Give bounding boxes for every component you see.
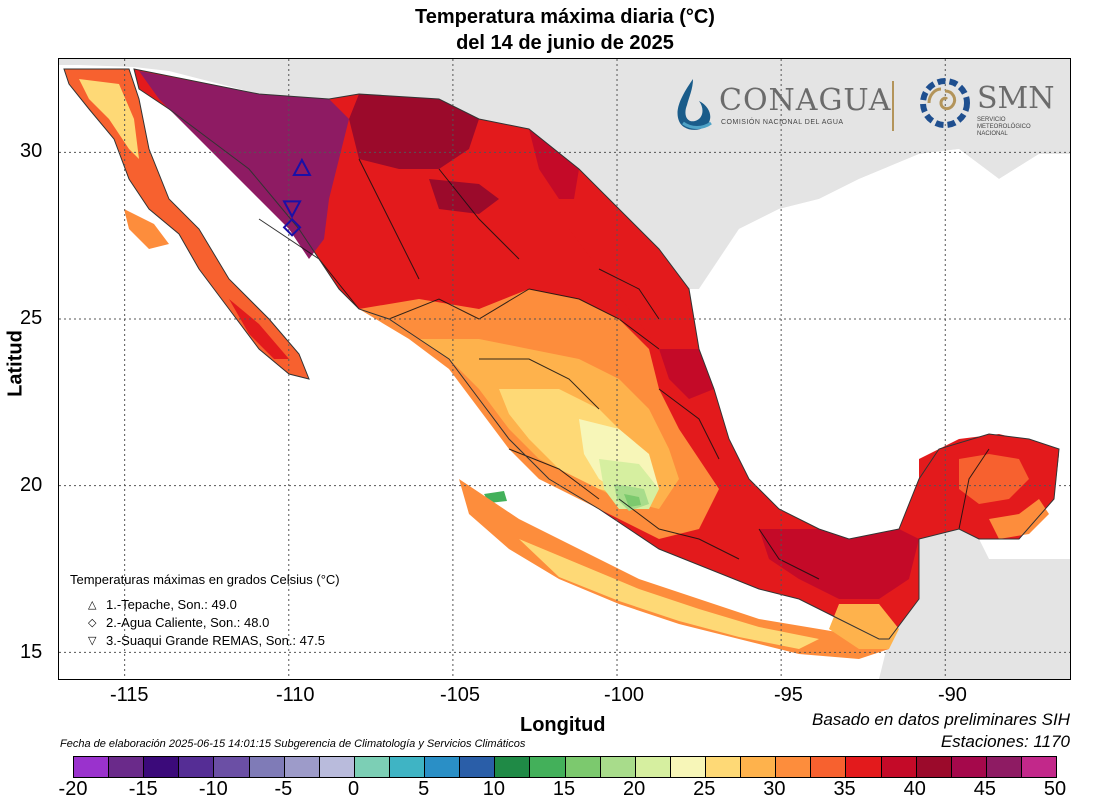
x-tick-95: -95: [774, 684, 803, 706]
colorbar-swatch: [881, 757, 917, 777]
colorbar-swatch: [1021, 757, 1057, 777]
colorbar-swatch: [530, 757, 566, 777]
colorbar-label: -10: [198, 778, 228, 800]
x-tick-100: -100: [604, 684, 645, 706]
smn-swirl-icon: [920, 78, 970, 128]
map-title: Temperatura máxima diaria (°C): [415, 6, 715, 28]
colorbar-label: 15: [552, 778, 576, 800]
x-tick-90: -90: [938, 684, 967, 706]
colorbar-label: 45: [973, 778, 996, 800]
y-tick-20: 20: [20, 474, 43, 496]
colorbar-label: 50: [1043, 778, 1067, 800]
diamond-icon: ◇: [88, 616, 97, 629]
triangle-down-icon: ▽: [88, 634, 97, 647]
triangle-up-icon: △: [88, 598, 97, 611]
x-tick-105: -105: [440, 684, 481, 706]
colorbar-swatch: [319, 757, 355, 777]
y-tick-25: 25: [20, 307, 43, 329]
map-subtitle: del 14 de junio de 2025: [456, 32, 674, 54]
colorbar-swatch: [249, 757, 285, 777]
legend-entry: ◇ 2.-Agua Caliente, Son.: 48.0: [88, 613, 340, 631]
station-marker-diamond: [282, 217, 302, 237]
colorbar-swatch: [846, 757, 882, 777]
colorbar-swatch: [741, 757, 777, 777]
colorbar-swatch: [670, 757, 706, 777]
conagua-subtitle: COMISIÓN NACIONAL DEL AGUA: [721, 119, 844, 126]
colorbar-label: -5: [274, 778, 293, 800]
colorbar-swatch: [811, 757, 847, 777]
conagua-name: CONAGUA: [719, 83, 892, 118]
colorbar-label: -20: [58, 778, 88, 800]
x-tick-110: -110: [276, 684, 315, 706]
colorbar-swatch: [600, 757, 636, 777]
temperature-map: [59, 59, 1070, 679]
legend-entry: △ 1.-Tepache, Son.: 49.0: [88, 595, 340, 613]
colorbar-swatch: [986, 757, 1022, 777]
colorbar-swatch: [144, 757, 180, 777]
logo-divider: [892, 81, 894, 131]
y-axis-label: Latitud: [4, 330, 27, 397]
legend-entry-label: 3.-Suaqui Grande REMAS, Son.: 47.5: [106, 632, 325, 648]
colorbar-swatch: [179, 757, 215, 777]
smn-subtitle-3: NACIONAL: [977, 131, 1008, 137]
legend-entry: ▽ 3.-Suaqui Grande REMAS, Son.: 47.5: [88, 631, 340, 649]
colorbar-swatch: [425, 757, 461, 777]
colorbar-label: 35: [833, 778, 856, 800]
colorbar-label: 20: [623, 778, 646, 800]
smn-name: SMN: [977, 81, 1055, 116]
colorbar-swatch: [565, 757, 601, 777]
smn-subtitle-1: SERVICIO: [977, 117, 1006, 123]
x-axis-label: Longitud: [520, 714, 606, 736]
y-tick-15: 15: [20, 641, 43, 663]
colorbar-swatch: [389, 757, 426, 777]
legend-title: Temperaturas máximas en grados Celsius (…: [70, 572, 340, 587]
source-note: Basado en datos preliminares SIH: [812, 710, 1070, 729]
colorbar-swatch: [354, 757, 390, 777]
station-marker-triangle-down: [282, 200, 302, 219]
legend-entry-label: 2.-Agua Caliente, Son.: 48.0: [106, 614, 270, 630]
colorbar-swatch: [951, 757, 987, 777]
smn-subtitle-2: METEOROLÓGICO: [977, 124, 1031, 130]
colorbar-swatch: [705, 757, 742, 777]
conagua-logo: CONAGUA COMISIÓN NACIONAL DEL AGUA: [669, 77, 890, 137]
y-tick-30: 30: [20, 140, 43, 162]
colorbar-label: 10: [482, 778, 505, 800]
colorbar-label: 0: [348, 778, 360, 800]
colorbar-label: 40: [903, 778, 926, 800]
colorbar-swatch: [635, 757, 671, 777]
map-panel: CONAGUA COMISIÓN NACIONAL DEL AGUA SMN S…: [58, 58, 1071, 680]
colorbar-label: 25: [693, 778, 716, 800]
colorbar-swatch: [495, 757, 531, 777]
conagua-drop-icon: [677, 79, 712, 130]
stations-note: Estaciones: 1170: [940, 732, 1070, 751]
elaboration-date: Fecha de elaboración 2025-06-15 14:01:15…: [60, 738, 526, 750]
colorbar-swatch: [74, 757, 110, 777]
colorbar-swatch: [916, 757, 952, 777]
x-tick-115: -115: [110, 684, 149, 706]
legend-entry-label: 1.-Tepache, Son.: 49.0: [106, 596, 237, 612]
colorbar-label: 5: [418, 778, 430, 800]
colorbar-swatch: [109, 757, 145, 777]
colorbar-swatch: [214, 757, 250, 777]
smn-logo: SMN SERVICIO METEOROLÓGICO NACIONAL: [919, 75, 1069, 139]
station-marker-triangle-up: [292, 157, 312, 176]
colorbar-swatch: [776, 757, 812, 777]
colorbar-swatch: [284, 757, 320, 777]
colorbar-swatch: [460, 757, 496, 777]
colorbar-label: -15: [128, 778, 158, 800]
station-legend: Temperaturas máximas en grados Celsius (…: [70, 572, 340, 649]
colorbar: [73, 756, 1057, 778]
colorbar-label: 30: [763, 778, 786, 800]
